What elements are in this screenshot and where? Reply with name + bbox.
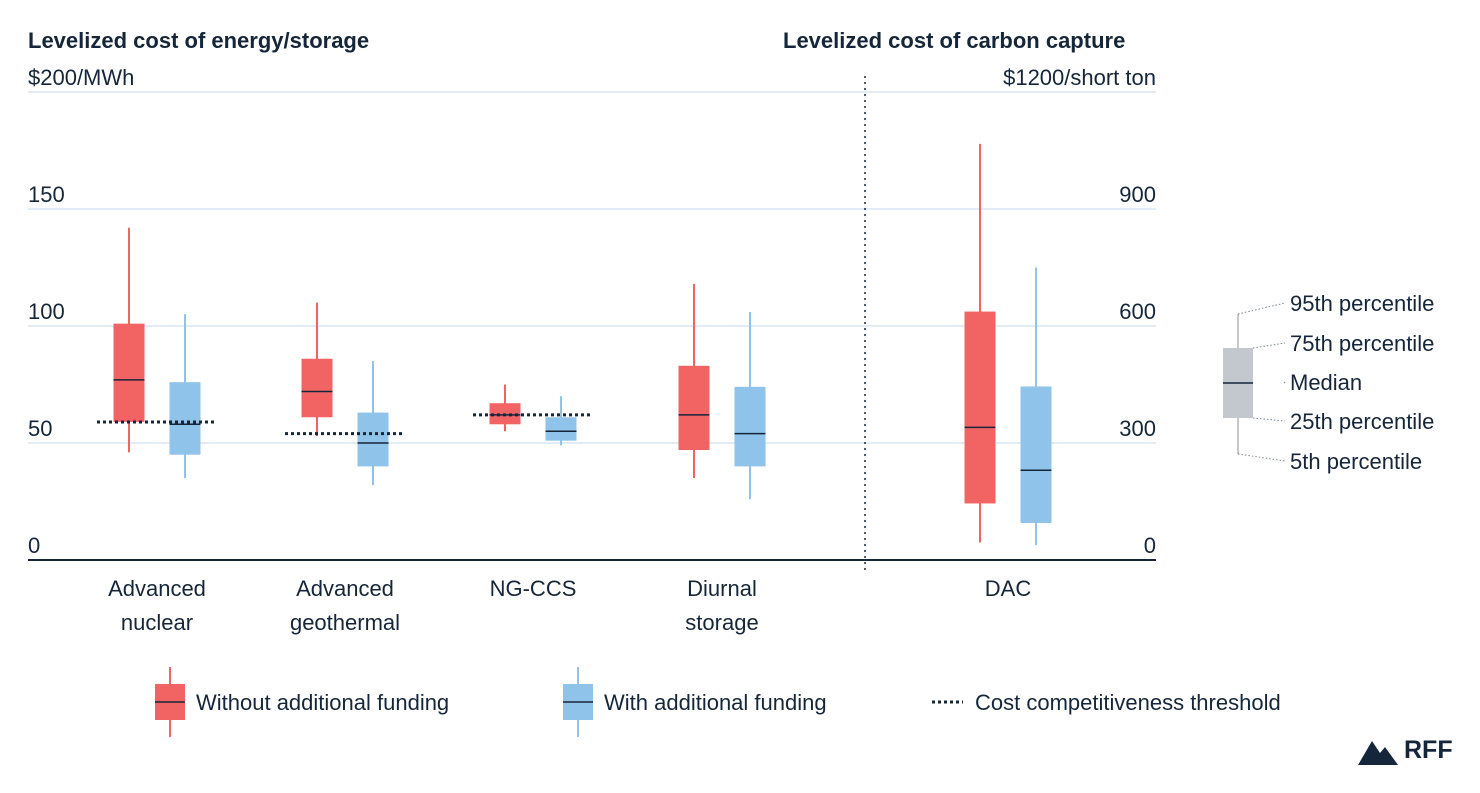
rff-logo: RFF [1358,736,1453,765]
key-label-p5: 5th percentile [1290,449,1422,474]
y-left-tick-label: 150 [28,182,65,207]
y-right-tick-label: 900 [1119,182,1156,207]
y-right-tick-label: 300 [1119,416,1156,441]
category-label: Diurnal [687,576,757,601]
y-left-tick-label: 0 [28,533,40,558]
category-label: DAC [985,576,1032,601]
category-label: Advanced [108,576,206,601]
category-label: storage [685,610,758,635]
box-without-funding-box [964,311,996,504]
logo-text: RFF [1404,736,1453,764]
category-label: nuclear [121,610,193,635]
y-left-tick-label: 50 [28,416,52,441]
legend-with-label: With additional funding [604,690,827,715]
key-label-p25: 25th percentile [1290,409,1434,434]
key-leader-line [1237,302,1286,315]
legend-threshold-label: Cost competitiveness threshold [975,690,1281,715]
key-leader-line [1252,417,1286,422]
key-leader-line [1237,453,1286,462]
legend-without-label: Without additional funding [196,690,449,715]
category-label: geothermal [290,610,400,635]
key-label-median: Median [1290,370,1362,395]
key-leader-line [1283,381,1286,384]
box-with-funding-box [545,417,577,441]
box-without-funding-box [113,323,145,422]
key-leader-line [1252,342,1286,349]
category-label: Advanced [296,576,394,601]
key-label-p75: 75th percentile [1290,331,1434,356]
left-axis-title: Levelized cost of energy/storage [28,28,370,53]
key-label-p95: 95th percentile [1290,291,1434,316]
y-right-tick-label: 0 [1144,533,1156,558]
y-left-tick-label: 100 [28,299,65,324]
mountain-logo-icon [1358,740,1398,765]
box-without-funding-box [301,358,333,418]
category-label: NG-CCS [490,576,577,601]
box-with-funding-box [1020,386,1052,523]
box-with-funding-box [169,382,201,455]
y-right-tick-label: 600 [1119,299,1156,324]
y-right-unit-label: $1200/short ton [1003,65,1156,90]
y-left-unit-label: $200/MWh [28,65,134,90]
box-without-funding-box [678,365,710,451]
box-with-funding-box [734,386,766,467]
box-with-funding-box [357,412,389,467]
right-axis-title: Levelized cost of carbon capture [783,28,1126,53]
